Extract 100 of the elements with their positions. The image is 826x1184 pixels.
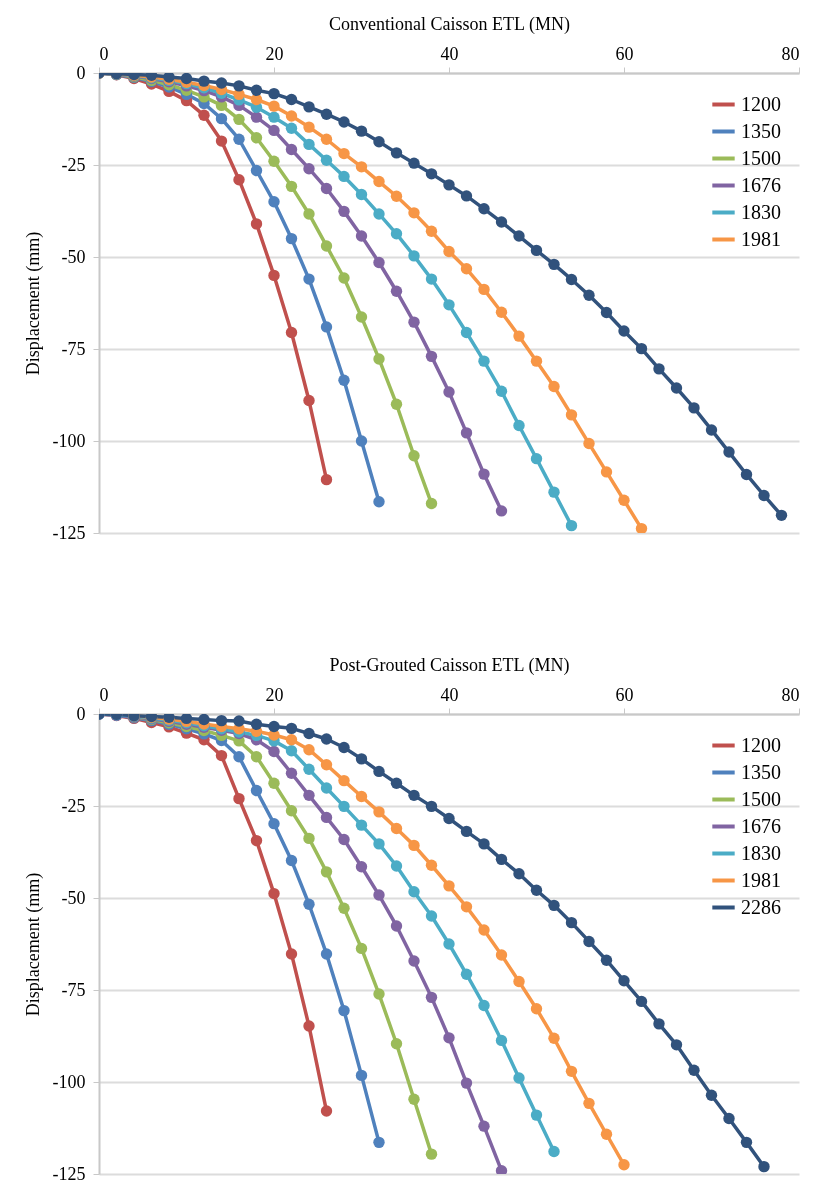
- point: [320, 133, 333, 145]
- point: [233, 792, 245, 805]
- point: [303, 208, 315, 220]
- point: [670, 382, 683, 394]
- point: [338, 1004, 350, 1017]
- point: [250, 111, 263, 123]
- point: [425, 497, 438, 510]
- point: [495, 216, 508, 228]
- x-tick-label: 0: [99, 43, 109, 64]
- point: [723, 1112, 735, 1125]
- y-tick-label: -25: [61, 154, 86, 175]
- legend-label: 1830: [741, 200, 781, 223]
- point: [373, 988, 385, 1000]
- point: [443, 245, 455, 258]
- point: [618, 325, 630, 337]
- y-tick-label: -100: [52, 430, 86, 451]
- point: [303, 898, 315, 910]
- point: [478, 1120, 490, 1132]
- legend-label: 1676: [741, 814, 781, 837]
- point: [443, 299, 455, 311]
- point: [355, 1069, 368, 1082]
- y-tick-label: 0: [76, 62, 86, 83]
- point: [425, 1148, 438, 1160]
- point: [303, 763, 315, 775]
- point: [250, 718, 263, 730]
- point: [303, 138, 315, 151]
- point: [495, 306, 508, 318]
- point: [530, 355, 543, 367]
- point: [425, 800, 438, 813]
- x-tick-label: 0: [99, 684, 109, 705]
- y-tick-label: -25: [61, 795, 86, 816]
- point: [565, 273, 578, 286]
- point: [653, 1018, 665, 1030]
- legend-label: 1676: [741, 173, 781, 196]
- y-tick-label: -125: [52, 522, 86, 543]
- point: [198, 109, 210, 122]
- point: [390, 920, 403, 932]
- point: [408, 886, 420, 898]
- y-tick-label: 0: [76, 703, 86, 724]
- point: [338, 800, 350, 813]
- point: [460, 968, 473, 980]
- point: [373, 353, 385, 365]
- point: [618, 1159, 630, 1171]
- legend-label: 1981: [741, 227, 781, 250]
- point: [268, 100, 280, 112]
- point: [618, 975, 630, 987]
- point: [460, 1077, 473, 1089]
- point: [618, 494, 630, 506]
- point: [250, 784, 263, 797]
- point: [635, 342, 648, 355]
- point: [338, 272, 350, 284]
- point: [740, 468, 753, 481]
- point: [355, 188, 368, 201]
- point: [460, 263, 473, 275]
- y-tick-label: -50: [61, 887, 86, 908]
- point: [775, 509, 788, 522]
- point: [758, 1160, 770, 1173]
- point: [320, 182, 333, 195]
- point: [425, 350, 438, 363]
- point: [320, 759, 333, 771]
- x-tick-label: 60: [615, 684, 634, 705]
- point: [268, 196, 280, 208]
- y-tick-label: -50: [61, 246, 86, 267]
- point: [373, 838, 385, 850]
- point: [355, 753, 368, 765]
- legend-label: 1500: [741, 787, 781, 810]
- y-tick-label: -125: [52, 1163, 86, 1184]
- point: [408, 316, 420, 328]
- point: [408, 157, 420, 169]
- point: [338, 902, 350, 914]
- point: [320, 948, 333, 960]
- point: [408, 1093, 420, 1105]
- point: [198, 714, 210, 726]
- point: [565, 1065, 578, 1078]
- point: [443, 1032, 455, 1044]
- point: [495, 949, 508, 961]
- point: [338, 833, 350, 846]
- point: [408, 207, 420, 219]
- point: [355, 819, 368, 831]
- point: [355, 161, 368, 173]
- y-tick-label: -75: [61, 979, 86, 1000]
- point: [548, 258, 560, 271]
- point: [530, 244, 543, 257]
- point: [425, 991, 438, 1004]
- point: [320, 321, 333, 333]
- point: [530, 1003, 543, 1015]
- point: [285, 93, 298, 106]
- point: [250, 84, 263, 96]
- point: [478, 283, 490, 296]
- point: [530, 1109, 543, 1121]
- point: [215, 749, 228, 762]
- point: [268, 817, 280, 830]
- point: [320, 240, 333, 252]
- point: [268, 111, 280, 123]
- point: [600, 466, 613, 478]
- point: [390, 190, 403, 202]
- point: [390, 285, 403, 297]
- point: [338, 147, 350, 160]
- point: [268, 887, 280, 900]
- point: [285, 948, 298, 960]
